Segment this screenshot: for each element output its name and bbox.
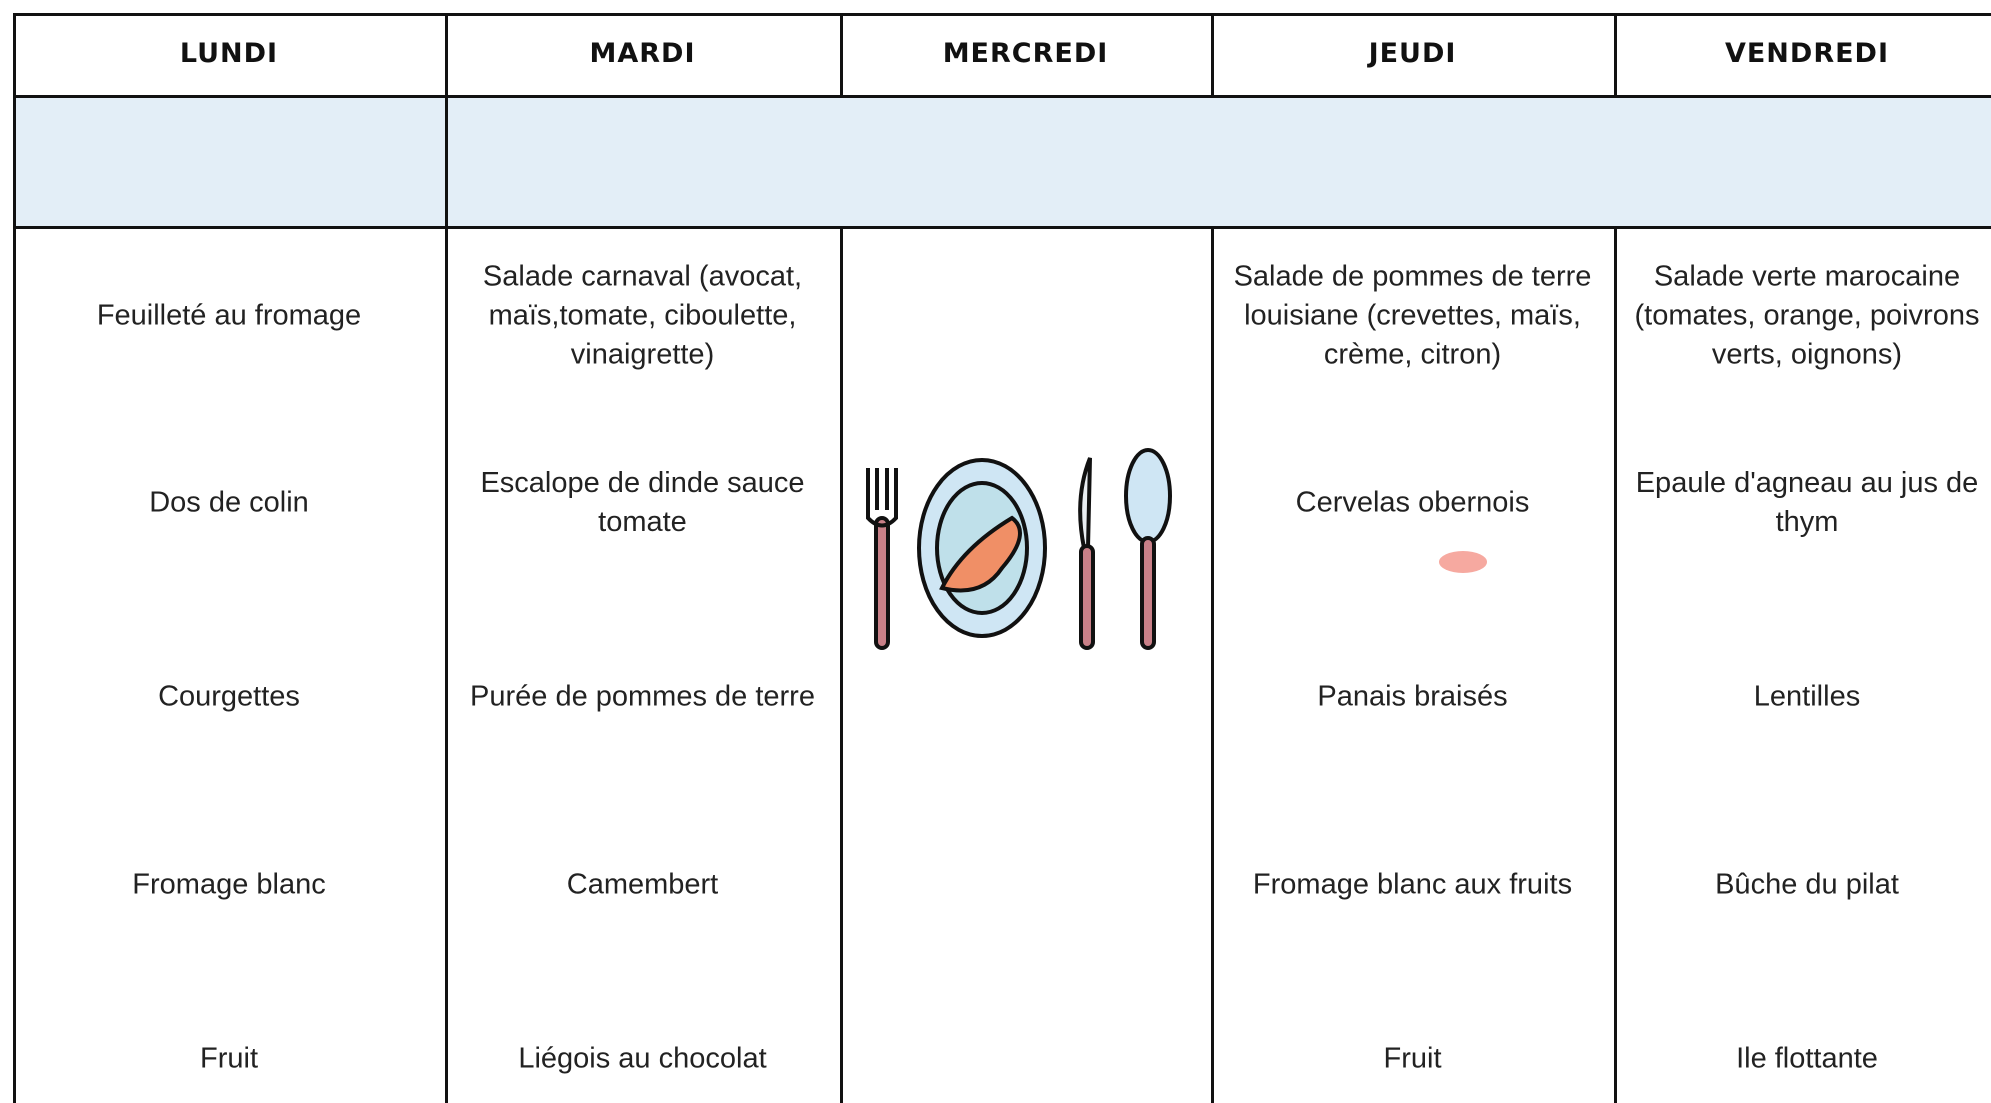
stain [1439,551,1487,573]
dish: Escalope de dinde sauce tomate [480,467,805,538]
day-header: LUNDI [179,38,279,69]
dish: Purée de pommes de terre [470,680,815,713]
column-border [1614,13,1617,1103]
dish: Lentilles [1753,680,1861,713]
dish: Bûche du pilat [1715,868,1899,901]
dish: Fromage blanc [132,868,326,901]
dish: Ile flottante [1736,1042,1878,1075]
dish: Liégois au chocolat [518,1042,767,1075]
column-border [840,13,843,1103]
dish: Camembert [566,868,719,901]
week-band [448,98,1991,226]
dish: Salade de pommes de terre louisiane (cre… [1233,260,1592,371]
band-cover [1614,98,1617,226]
table-border [13,226,1991,229]
day-header: JEUDI [1368,38,1457,69]
lundi-band [16,98,445,226]
table-border [13,13,1991,16]
plate-icon [866,448,1172,650]
table-border [13,95,1991,98]
dish: Panais braisés [1317,680,1508,713]
dish: Feuilleté au fromage [96,299,362,332]
column-border [1211,13,1214,1103]
column-border [13,13,16,1103]
dish: Fruit [1383,1042,1442,1075]
day-header: MERCREDI [942,38,1109,69]
dish: Salade verte marocaine (tomates, orange,… [1634,260,1980,371]
band-cover [840,98,843,226]
dish: Cervelas obernois [1295,486,1530,519]
column-border [445,13,448,1103]
dish: Salade carnaval (avocat, maïs,tomate, ci… [482,260,803,371]
day-header: VENDREDI [1724,38,1890,69]
dish: Courgettes [158,680,300,713]
band-cover [1211,98,1214,226]
dish: Dos de colin [149,486,309,519]
day-header: MARDI [589,38,696,69]
dish: Fruit [200,1042,258,1075]
dish: Fromage blanc aux fruits [1252,868,1573,901]
dish: Epaule d'agneau au jus de thym [1635,467,1979,538]
